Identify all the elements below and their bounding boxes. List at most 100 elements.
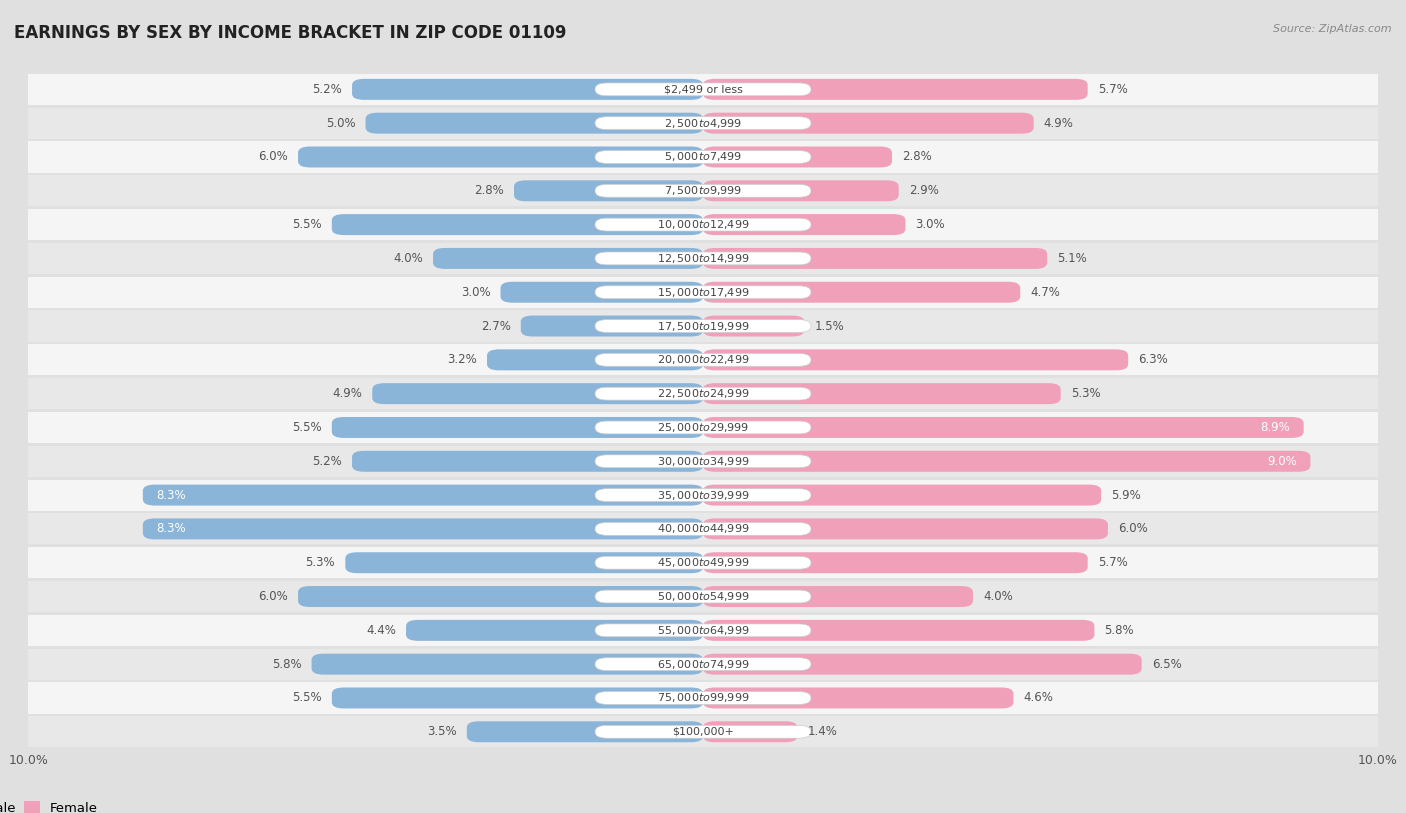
FancyBboxPatch shape — [515, 180, 703, 202]
Text: $30,000 to $34,999: $30,000 to $34,999 — [657, 454, 749, 467]
Text: 3.0%: 3.0% — [915, 218, 945, 231]
Text: 4.9%: 4.9% — [1043, 117, 1074, 129]
FancyBboxPatch shape — [595, 725, 811, 738]
FancyBboxPatch shape — [143, 519, 703, 539]
FancyBboxPatch shape — [703, 282, 1021, 302]
Text: $15,000 to $17,499: $15,000 to $17,499 — [657, 285, 749, 298]
Text: $55,000 to $64,999: $55,000 to $64,999 — [657, 624, 749, 637]
FancyBboxPatch shape — [595, 218, 811, 231]
FancyBboxPatch shape — [366, 113, 703, 133]
FancyBboxPatch shape — [28, 243, 1378, 274]
Text: $45,000 to $49,999: $45,000 to $49,999 — [657, 556, 749, 569]
FancyBboxPatch shape — [143, 485, 703, 506]
FancyBboxPatch shape — [28, 412, 1378, 443]
FancyBboxPatch shape — [703, 654, 1142, 675]
FancyBboxPatch shape — [406, 620, 703, 641]
FancyBboxPatch shape — [28, 716, 1378, 747]
FancyBboxPatch shape — [595, 692, 811, 704]
Text: 5.7%: 5.7% — [1098, 556, 1128, 569]
FancyBboxPatch shape — [595, 117, 811, 129]
FancyBboxPatch shape — [703, 180, 898, 202]
Text: $5,000 to $7,499: $5,000 to $7,499 — [664, 150, 742, 163]
Text: Source: ZipAtlas.com: Source: ZipAtlas.com — [1274, 24, 1392, 34]
Text: 5.2%: 5.2% — [312, 83, 342, 96]
Text: $35,000 to $39,999: $35,000 to $39,999 — [657, 489, 749, 502]
Text: 5.8%: 5.8% — [271, 658, 301, 671]
FancyBboxPatch shape — [28, 378, 1378, 409]
Text: 2.7%: 2.7% — [481, 320, 510, 333]
FancyBboxPatch shape — [28, 581, 1378, 612]
FancyBboxPatch shape — [298, 586, 703, 607]
FancyBboxPatch shape — [28, 615, 1378, 646]
FancyBboxPatch shape — [703, 113, 1033, 133]
FancyBboxPatch shape — [595, 387, 811, 400]
FancyBboxPatch shape — [703, 519, 1108, 539]
FancyBboxPatch shape — [703, 485, 1101, 506]
Text: 5.3%: 5.3% — [305, 556, 335, 569]
FancyBboxPatch shape — [595, 150, 811, 163]
Text: $7,500 to $9,999: $7,500 to $9,999 — [664, 185, 742, 198]
Text: 4.7%: 4.7% — [1031, 285, 1060, 298]
Text: 5.7%: 5.7% — [1098, 83, 1128, 96]
FancyBboxPatch shape — [595, 83, 811, 96]
FancyBboxPatch shape — [433, 248, 703, 269]
FancyBboxPatch shape — [703, 315, 804, 337]
Text: $12,500 to $14,999: $12,500 to $14,999 — [657, 252, 749, 265]
FancyBboxPatch shape — [595, 523, 811, 535]
Text: 2.9%: 2.9% — [908, 185, 939, 198]
FancyBboxPatch shape — [595, 286, 811, 298]
Text: 10.0%: 10.0% — [1358, 754, 1398, 767]
FancyBboxPatch shape — [595, 320, 811, 333]
FancyBboxPatch shape — [703, 146, 891, 167]
FancyBboxPatch shape — [703, 620, 1094, 641]
FancyBboxPatch shape — [595, 454, 811, 467]
Text: 6.0%: 6.0% — [1118, 523, 1147, 536]
Text: 6.3%: 6.3% — [1139, 354, 1168, 367]
Text: 5.0%: 5.0% — [326, 117, 356, 129]
Text: 5.5%: 5.5% — [292, 218, 322, 231]
FancyBboxPatch shape — [332, 214, 703, 235]
Text: 2.8%: 2.8% — [903, 150, 932, 163]
FancyBboxPatch shape — [28, 547, 1378, 578]
FancyBboxPatch shape — [332, 417, 703, 438]
Text: 1.4%: 1.4% — [807, 725, 838, 738]
FancyBboxPatch shape — [28, 682, 1378, 714]
FancyBboxPatch shape — [595, 252, 811, 265]
Text: 6.0%: 6.0% — [259, 590, 288, 603]
FancyBboxPatch shape — [28, 209, 1378, 240]
FancyBboxPatch shape — [467, 721, 703, 742]
Text: 5.1%: 5.1% — [1057, 252, 1087, 265]
FancyBboxPatch shape — [703, 586, 973, 607]
Text: $20,000 to $22,499: $20,000 to $22,499 — [657, 354, 749, 367]
FancyBboxPatch shape — [703, 688, 1014, 708]
FancyBboxPatch shape — [703, 350, 1128, 371]
Text: 3.5%: 3.5% — [427, 725, 457, 738]
FancyBboxPatch shape — [28, 141, 1378, 172]
FancyBboxPatch shape — [501, 282, 703, 302]
FancyBboxPatch shape — [346, 552, 703, 573]
Text: 5.2%: 5.2% — [312, 454, 342, 467]
Text: 4.4%: 4.4% — [366, 624, 396, 637]
Text: 4.6%: 4.6% — [1024, 692, 1053, 704]
Text: $10,000 to $12,499: $10,000 to $12,499 — [657, 218, 749, 231]
FancyBboxPatch shape — [28, 107, 1378, 139]
FancyBboxPatch shape — [28, 446, 1378, 477]
FancyBboxPatch shape — [595, 590, 811, 603]
Text: $100,000+: $100,000+ — [672, 727, 734, 737]
FancyBboxPatch shape — [703, 450, 1310, 472]
FancyBboxPatch shape — [28, 311, 1378, 341]
Text: 5.5%: 5.5% — [292, 692, 322, 704]
FancyBboxPatch shape — [312, 654, 703, 675]
FancyBboxPatch shape — [486, 350, 703, 371]
FancyBboxPatch shape — [595, 421, 811, 434]
Text: $2,500 to $4,999: $2,500 to $4,999 — [664, 117, 742, 129]
FancyBboxPatch shape — [28, 276, 1378, 308]
Text: 3.0%: 3.0% — [461, 285, 491, 298]
FancyBboxPatch shape — [595, 354, 811, 367]
FancyBboxPatch shape — [520, 315, 703, 337]
FancyBboxPatch shape — [332, 688, 703, 708]
FancyBboxPatch shape — [28, 649, 1378, 680]
FancyBboxPatch shape — [703, 552, 1088, 573]
Text: $2,499 or less: $2,499 or less — [664, 85, 742, 94]
FancyBboxPatch shape — [352, 79, 703, 100]
